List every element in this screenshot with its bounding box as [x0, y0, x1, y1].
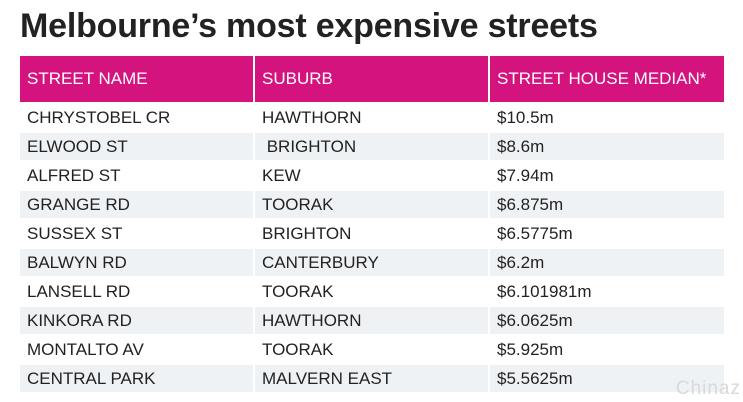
streets-table: STREET NAME SUBURB STREET HOUSE MEDIAN* … — [18, 56, 726, 394]
suburb-cell: TOORAK — [255, 191, 488, 220]
median-cell: $8.6m — [490, 133, 724, 162]
suburb-cell: KEW — [255, 162, 488, 191]
suburb-cell: TOORAK — [255, 336, 488, 365]
table-row: SUSSEX ST BRIGHTON $6.5775m — [20, 220, 724, 249]
street-name-cell: LANSELL RD — [20, 278, 253, 307]
table-row: CENTRAL PARK MALVERN EAST $5.5625m — [20, 365, 724, 394]
median-cell: $6.2m — [490, 249, 724, 278]
street-name-cell: SUSSEX ST — [20, 220, 253, 249]
suburb-cell: CANTERBURY — [255, 249, 488, 278]
median-cell: $6.875m — [490, 191, 724, 220]
street-name-cell: ELWOOD ST — [20, 133, 253, 162]
street-name-cell: MONTALTO AV — [20, 336, 253, 365]
median-cell: $6.5775m — [490, 220, 724, 249]
suburb-cell: TOORAK — [255, 278, 488, 307]
median-cell: $7.94m — [490, 162, 724, 191]
page-title: Melbourne’s most expensive streets — [20, 7, 598, 45]
street-name-cell: BALWYN RD — [20, 249, 253, 278]
median-cell: $10.5m — [490, 104, 724, 133]
table-header-row: STREET NAME SUBURB STREET HOUSE MEDIAN* — [20, 56, 724, 104]
street-name-cell: GRANGE RD — [20, 191, 253, 220]
table-row: ELWOOD ST BRIGHTON $8.6m — [20, 133, 724, 162]
header-street-name: STREET NAME — [20, 56, 253, 104]
table-row: LANSELL RD TOORAK $6.101981m — [20, 278, 724, 307]
street-name-cell: KINKORA RD — [20, 307, 253, 336]
suburb-cell: BRIGHTON — [255, 133, 488, 162]
median-cell: $5.5625m — [490, 365, 724, 394]
median-cell: $6.101981m — [490, 278, 724, 307]
median-cell: $5.925m — [490, 336, 724, 365]
watermark: Chinaz — [675, 378, 741, 399]
street-name-cell: ALFRED ST — [20, 162, 253, 191]
table-row: MONTALTO AV TOORAK $5.925m — [20, 336, 724, 365]
street-name-cell: CENTRAL PARK — [20, 365, 253, 394]
median-cell: $6.0625m — [490, 307, 724, 336]
table-row: BALWYN RD CANTERBURY $6.2m — [20, 249, 724, 278]
table-row: ALFRED ST KEW $7.94m — [20, 162, 724, 191]
suburb-cell: BRIGHTON — [255, 220, 488, 249]
suburb-cell: MALVERN EAST — [255, 365, 488, 394]
table-row: GRANGE RD TOORAK $6.875m — [20, 191, 724, 220]
suburb-cell: HAWTHORN — [255, 104, 488, 133]
table-row: KINKORA RD HAWTHORN $6.0625m — [20, 307, 724, 336]
table-row: CHRYSTOBEL CR HAWTHORN $10.5m — [20, 104, 724, 133]
header-suburb: SUBURB — [255, 56, 488, 104]
street-name-cell: CHRYSTOBEL CR — [20, 104, 253, 133]
header-street-house-median: STREET HOUSE MEDIAN* — [490, 56, 724, 104]
suburb-cell: HAWTHORN — [255, 307, 488, 336]
